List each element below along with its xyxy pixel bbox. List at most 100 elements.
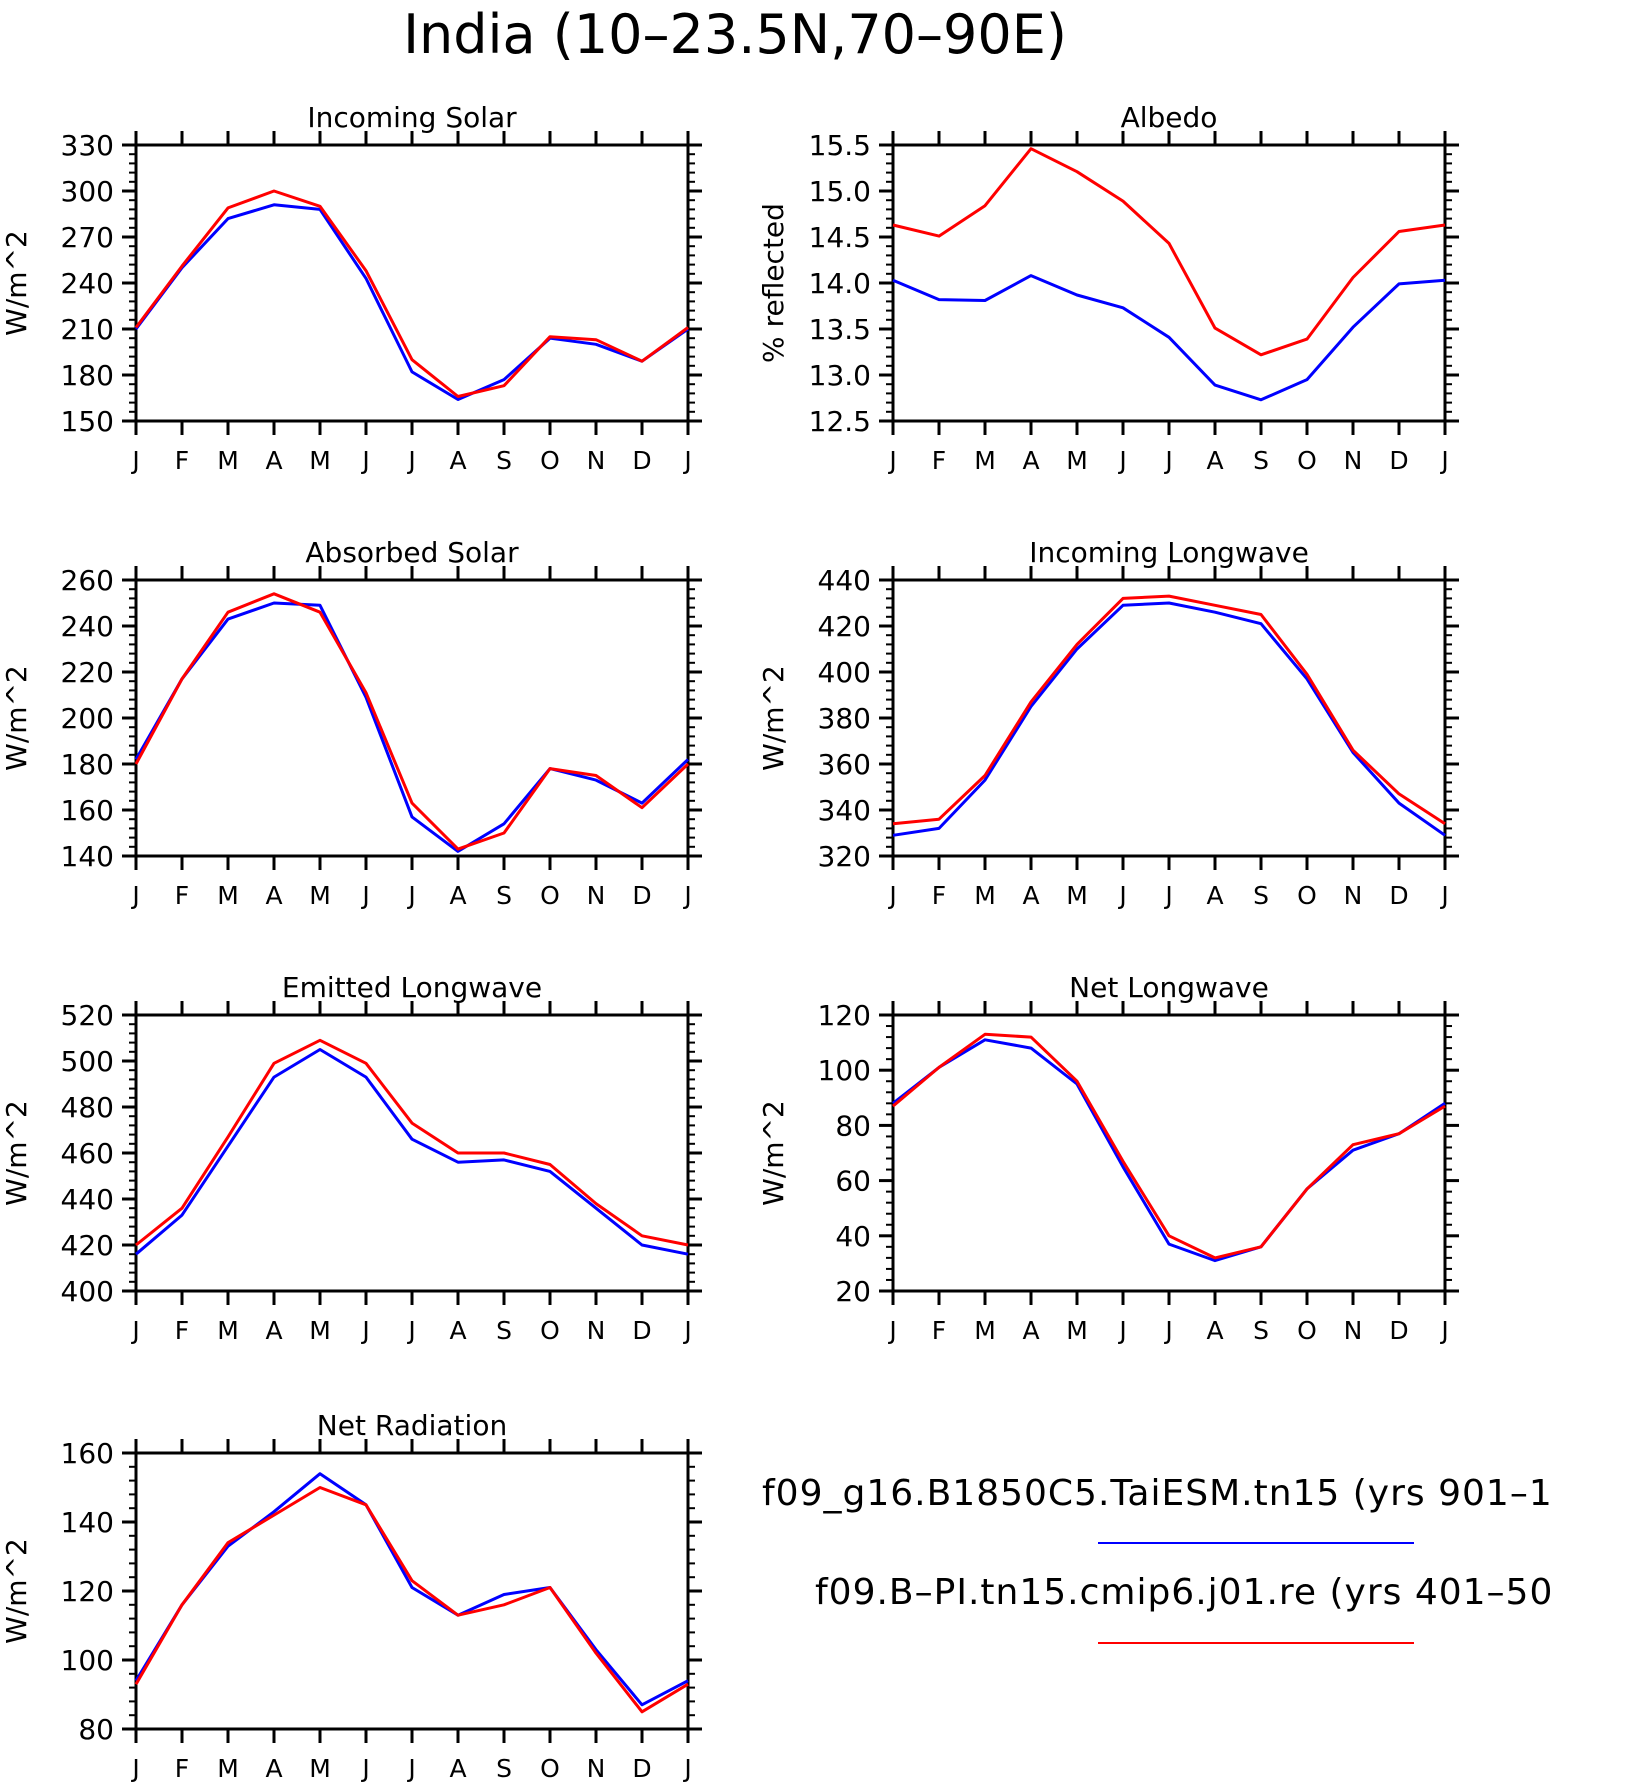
x-tick-label: F [932, 1316, 946, 1345]
x-tick-label: J [406, 881, 415, 910]
x-tick-label: N [1344, 881, 1363, 910]
x-tick-label: S [1253, 1316, 1269, 1345]
panel-title: Albedo [1121, 101, 1218, 134]
x-tick-label: M [1066, 881, 1088, 910]
y-tick-label: 330 [61, 129, 114, 162]
panel-title: Net Longwave [1069, 971, 1269, 1004]
x-tick-label: A [1022, 446, 1039, 475]
x-tick-label: J [887, 881, 896, 910]
y-axis-label: W/m^2 [0, 1538, 33, 1644]
x-tick-label: J [406, 446, 415, 475]
series-line-blue [134, 203, 689, 401]
x-tick-label: D [1389, 881, 1408, 910]
y-tick-label: 300 [61, 175, 114, 208]
y-tick-label: 160 [61, 794, 114, 827]
y-tick-label: 13.5 [809, 313, 871, 346]
series-line-red [135, 1038, 689, 1247]
plot-frame [891, 143, 1447, 423]
x-tick-label: D [632, 1754, 651, 1783]
x-tick-label: J [1439, 1316, 1448, 1345]
y-tick-label: 150 [61, 405, 114, 438]
x-tick-label: M [1066, 446, 1088, 475]
x-tick-label: J [360, 1754, 369, 1783]
x-tick-label: J [130, 446, 139, 475]
series-line-blue [135, 1048, 689, 1256]
y-tick-label: 320 [818, 840, 871, 873]
x-tick-label: J [1163, 881, 1172, 910]
x-tick-label: M [309, 881, 331, 910]
x-tick-label: A [265, 446, 282, 475]
x-tick-label: N [587, 881, 606, 910]
x-tick-label: S [496, 881, 512, 910]
x-tick-label: J [682, 1754, 691, 1783]
y-axis-label: W/m^2 [0, 230, 33, 336]
x-tick-label: A [449, 1316, 466, 1345]
y-tick-label: 260 [61, 564, 114, 597]
x-tick-label: D [632, 446, 651, 475]
y-tick-label: 100 [818, 1054, 871, 1087]
y-tick-label: 20 [835, 1275, 871, 1308]
y-tick-label: 14.0 [809, 267, 871, 300]
x-tick-label: J [1117, 446, 1126, 475]
series-line-red [892, 1032, 1446, 1260]
x-tick-label: N [1344, 446, 1363, 475]
y-tick-label: 420 [61, 1229, 114, 1262]
x-tick-label: J [1439, 446, 1448, 475]
y-tick-label: 160 [61, 1437, 114, 1470]
x-tick-label: A [1206, 446, 1223, 475]
x-tick-label: M [217, 881, 239, 910]
x-tick-label: O [1297, 446, 1317, 475]
y-axis-label: W/m^2 [757, 665, 790, 771]
y-tick-label: 80 [78, 1713, 114, 1746]
y-tick-label: 400 [61, 1275, 114, 1308]
x-tick-label: J [130, 1316, 139, 1345]
x-tick-label: F [932, 881, 946, 910]
y-tick-label: 440 [61, 1183, 114, 1216]
series-line-blue [134, 1472, 689, 1707]
x-tick-label: M [309, 1316, 331, 1345]
series-line-blue [134, 601, 690, 853]
x-tick-label: A [1022, 1316, 1039, 1345]
y-axis-label: % reflected [757, 203, 790, 363]
y-axis-label: W/m^2 [0, 665, 33, 771]
x-tick-label: F [175, 1754, 189, 1783]
plot-frame [134, 1451, 690, 1731]
y-tick-label: 520 [61, 999, 114, 1032]
x-tick-label: M [217, 1754, 239, 1783]
y-tick-label: 460 [61, 1137, 114, 1170]
x-tick-label: N [587, 446, 606, 475]
x-tick-label: O [1297, 881, 1317, 910]
x-tick-label: J [360, 446, 369, 475]
x-tick-label: M [309, 1754, 331, 1783]
y-tick-label: 480 [61, 1091, 114, 1124]
y-tick-label: 220 [61, 656, 114, 689]
series-line-red [134, 1486, 689, 1714]
x-tick-label: J [1439, 881, 1448, 910]
y-tick-label: 400 [818, 656, 871, 689]
x-tick-label: A [449, 1754, 466, 1783]
y-tick-label: 15.0 [809, 175, 871, 208]
x-tick-label: A [265, 881, 282, 910]
x-tick-label: F [932, 446, 946, 475]
x-tick-label: S [1253, 446, 1269, 475]
x-tick-label: F [175, 881, 189, 910]
series-line-red [134, 592, 690, 851]
x-tick-label: M [309, 446, 331, 475]
x-tick-label: J [406, 1754, 415, 1783]
x-tick-label: D [632, 881, 651, 910]
y-tick-label: 13.0 [809, 359, 871, 392]
figure-title: India (10–23.5N,70–90E) [403, 3, 1067, 66]
y-tick-label: 340 [818, 794, 871, 827]
y-tick-label: 380 [818, 702, 871, 735]
x-tick-label: A [265, 1754, 282, 1783]
y-tick-label: 100 [61, 1644, 114, 1677]
x-tick-label: J [682, 881, 691, 910]
x-tick-label: J [1117, 881, 1126, 910]
y-tick-label: 40 [835, 1220, 871, 1253]
